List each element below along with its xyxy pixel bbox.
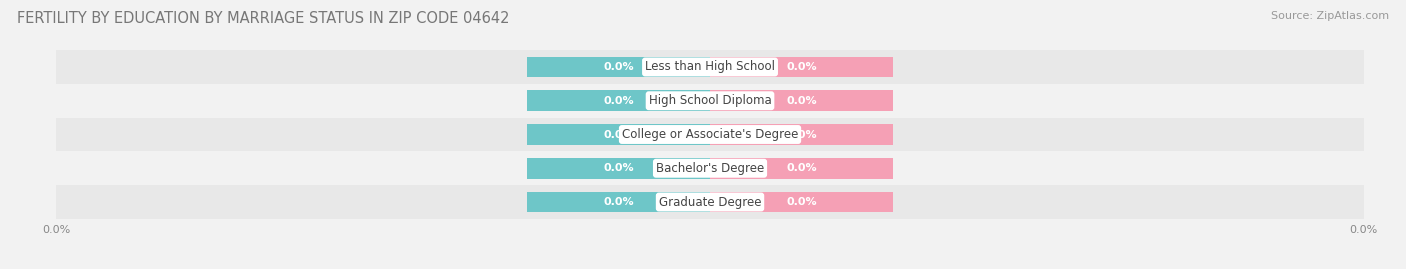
Bar xyxy=(56,185,1364,219)
Text: Source: ZipAtlas.com: Source: ZipAtlas.com xyxy=(1271,11,1389,21)
Bar xyxy=(527,192,710,213)
Text: 0.0%: 0.0% xyxy=(603,197,634,207)
Text: High School Diploma: High School Diploma xyxy=(648,94,772,107)
Bar xyxy=(527,124,710,145)
Text: Bachelor's Degree: Bachelor's Degree xyxy=(657,162,763,175)
Bar xyxy=(527,158,710,179)
Bar xyxy=(56,50,1364,84)
Bar xyxy=(56,84,1364,118)
Bar xyxy=(710,56,893,77)
Bar xyxy=(527,90,710,111)
Text: 0.0%: 0.0% xyxy=(786,129,817,140)
Text: 0.0%: 0.0% xyxy=(786,62,817,72)
Bar xyxy=(710,192,893,213)
Text: 0.0%: 0.0% xyxy=(786,197,817,207)
Bar xyxy=(56,118,1364,151)
Bar xyxy=(56,151,1364,185)
Text: Graduate Degree: Graduate Degree xyxy=(659,196,761,208)
Text: College or Associate's Degree: College or Associate's Degree xyxy=(621,128,799,141)
Text: 0.0%: 0.0% xyxy=(603,96,634,106)
Text: FERTILITY BY EDUCATION BY MARRIAGE STATUS IN ZIP CODE 04642: FERTILITY BY EDUCATION BY MARRIAGE STATU… xyxy=(17,11,509,26)
Text: Less than High School: Less than High School xyxy=(645,61,775,73)
Text: 0.0%: 0.0% xyxy=(786,163,817,173)
Text: 0.0%: 0.0% xyxy=(786,96,817,106)
Bar xyxy=(710,90,893,111)
Bar xyxy=(710,124,893,145)
Text: 0.0%: 0.0% xyxy=(603,129,634,140)
Bar xyxy=(527,56,710,77)
Text: 0.0%: 0.0% xyxy=(603,62,634,72)
Text: 0.0%: 0.0% xyxy=(603,163,634,173)
Bar xyxy=(710,158,893,179)
